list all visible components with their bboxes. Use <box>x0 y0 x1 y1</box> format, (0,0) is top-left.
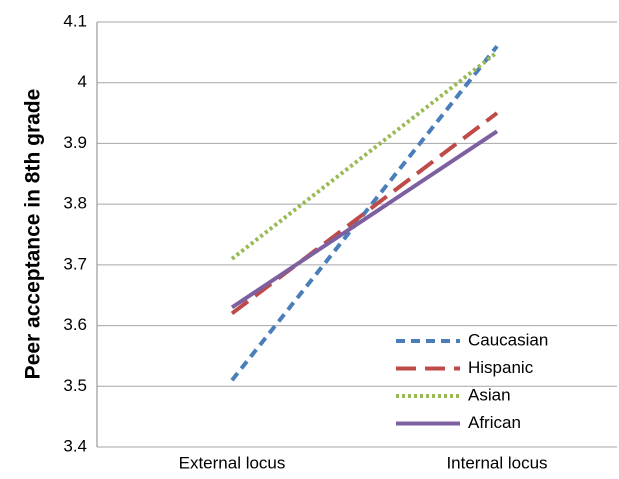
y-tick-label: 3.8 <box>63 194 87 213</box>
y-tick-label: 4 <box>78 72 87 91</box>
x-tick-label: Internal locus <box>446 453 547 472</box>
series-line <box>230 129 499 310</box>
series-line <box>230 50 499 261</box>
series-line <box>230 111 499 316</box>
legend-label: Hispanic <box>468 358 534 377</box>
y-tick-label: 3.7 <box>63 254 87 273</box>
y-tick-label: 3.4 <box>63 436 87 455</box>
legend-label: Caucasian <box>468 330 548 349</box>
series-line <box>230 45 499 382</box>
y-tick-label: 3.6 <box>63 315 87 334</box>
legend-label: Asian <box>468 385 511 404</box>
x-tick-label: External locus <box>179 453 286 472</box>
y-tick-label: 3.5 <box>63 376 87 395</box>
legend-label: African <box>468 413 521 432</box>
y-tick-label: 3.9 <box>63 133 87 152</box>
y-tick-label: 4.1 <box>63 11 87 30</box>
y-axis-title: Peer acceptance in 8th grade <box>22 89 45 380</box>
